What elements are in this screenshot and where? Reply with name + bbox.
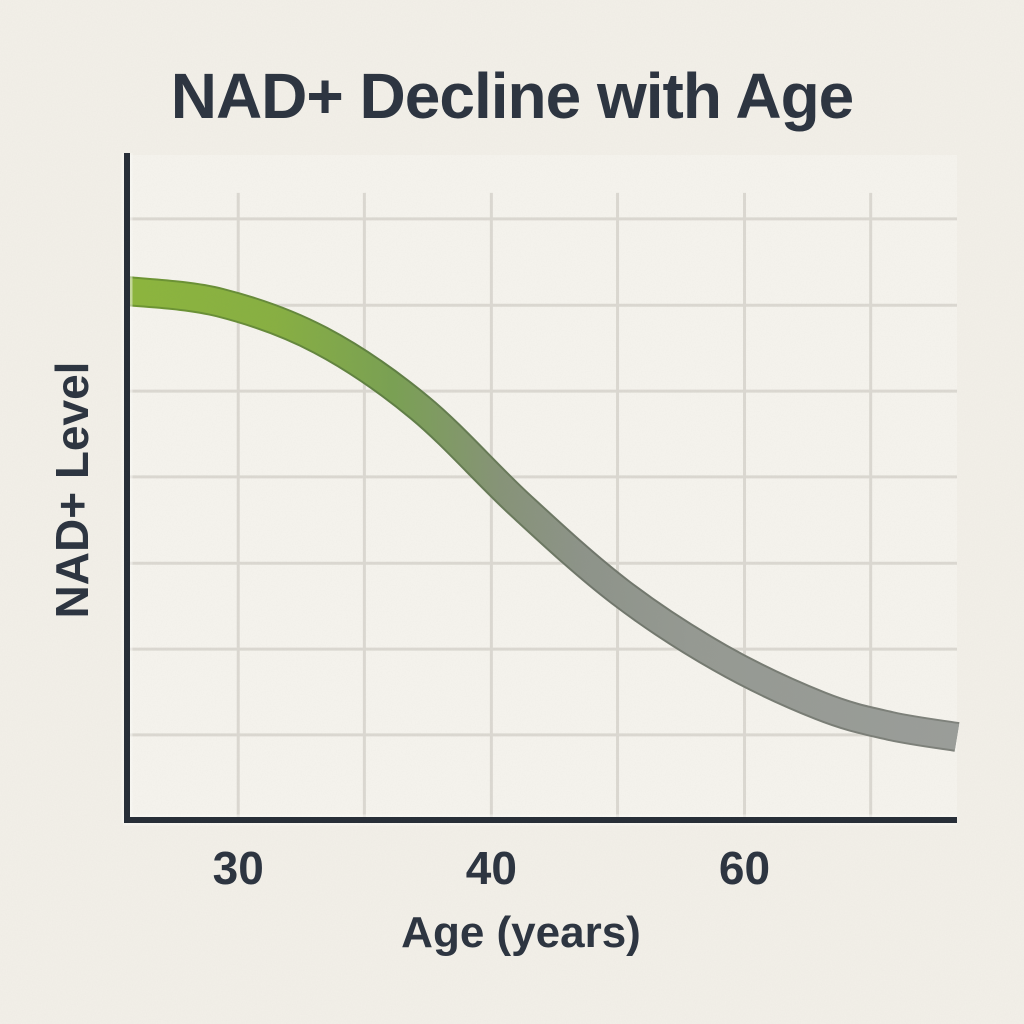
x-tick-label-40: 40 [465,842,517,894]
y-axis-label: NAD+ Level [46,361,98,619]
chart-title: NAD+ Decline with Age [170,60,855,132]
x-tick-label-30: 30 [212,842,264,894]
x-tick-label-60: 60 [718,842,771,894]
x-axis-label: Age (years) [401,908,641,957]
